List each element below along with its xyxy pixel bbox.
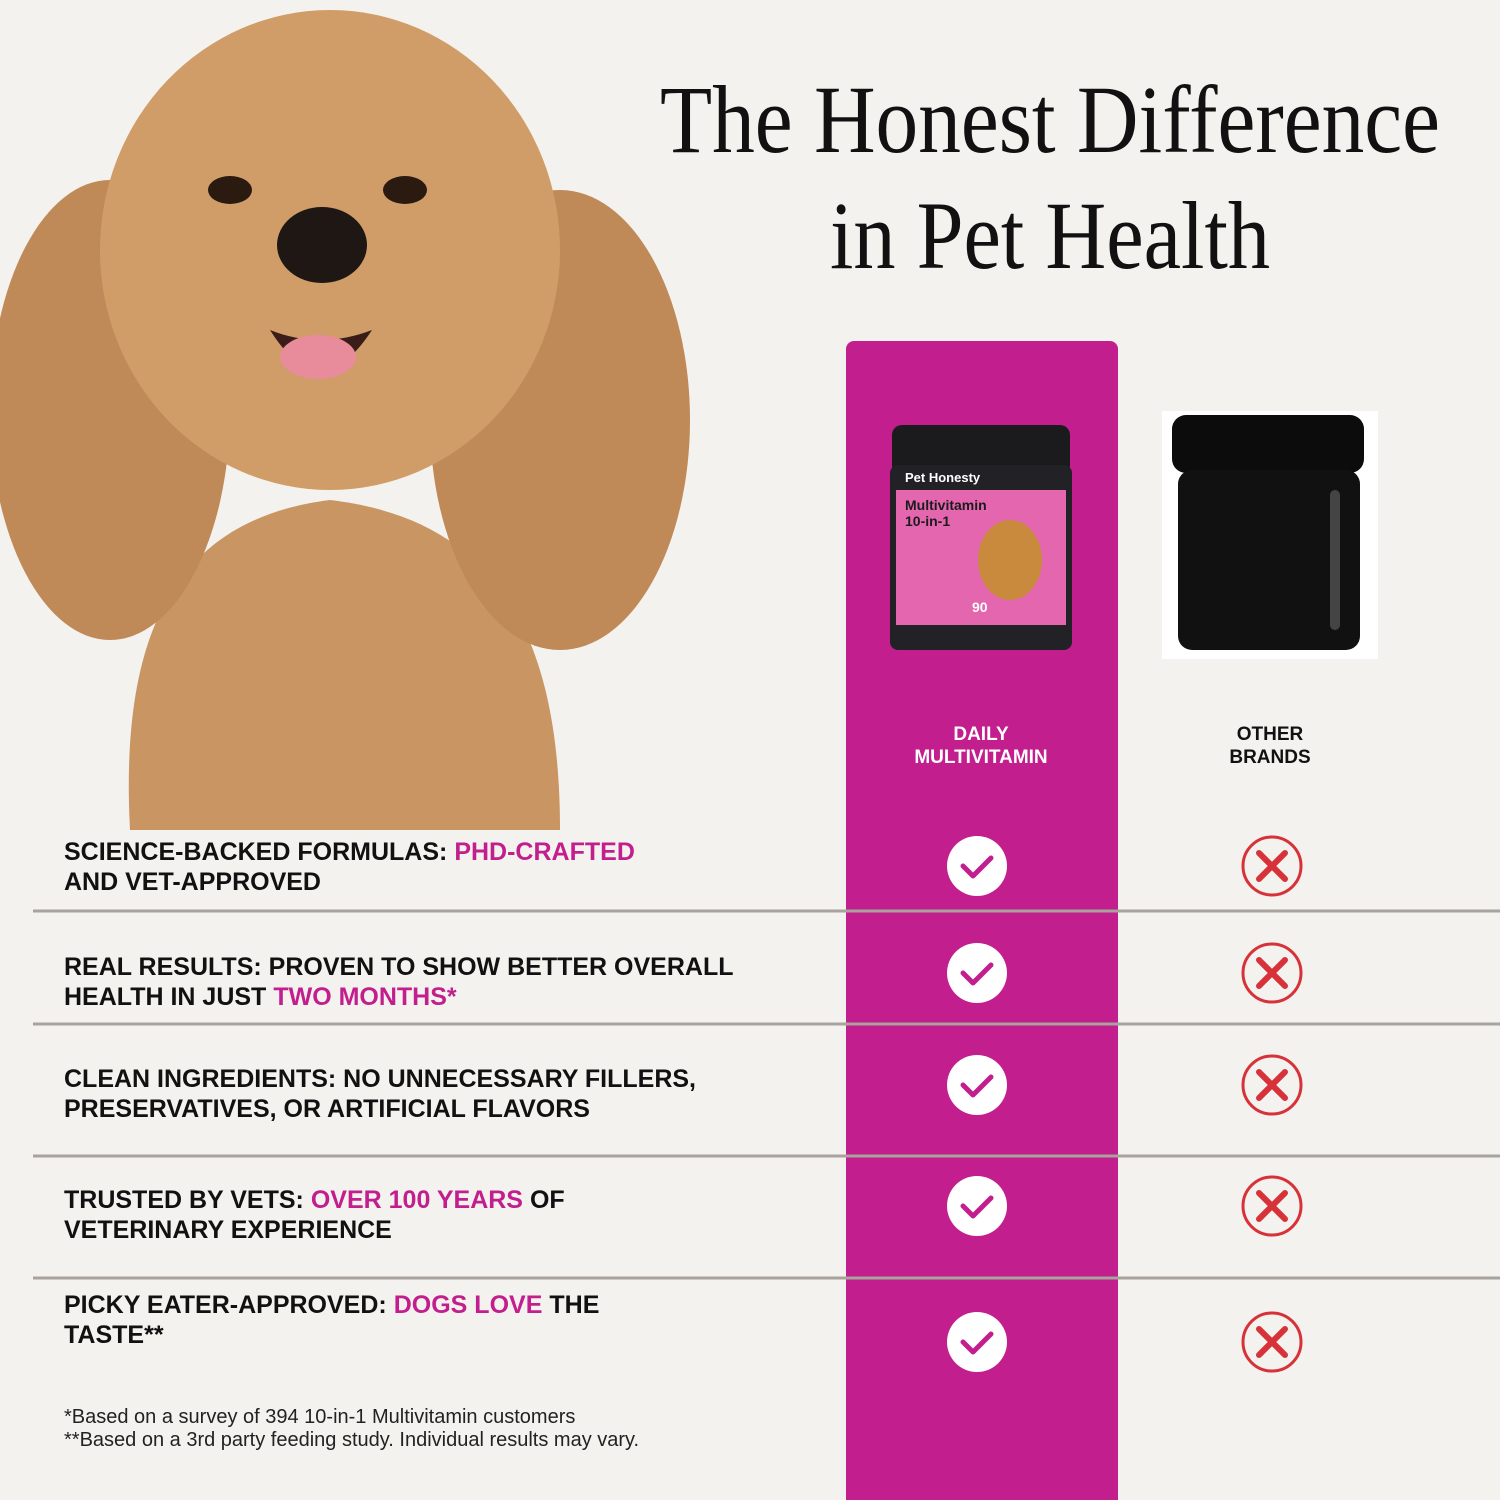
cross-mark <box>1256 1326 1288 1358</box>
row-label-part: SCIENCE-BACKED FORMULAS: <box>64 838 447 866</box>
cross-icon <box>1241 1175 1303 1237</box>
row-label: TRUSTED BY VETS: OVER 100 YEARS OF <box>64 1186 565 1214</box>
row-label-part: AND VET-APPROVED <box>64 868 321 896</box>
cross-mark <box>1256 1069 1288 1101</box>
column-header: BRANDS <box>1229 747 1310 768</box>
jar-variant: 10-in-1 <box>905 513 950 529</box>
footnote: **Based on a 3rd party feeding study. In… <box>64 1429 639 1451</box>
row-label-part: OF <box>530 1186 565 1214</box>
cross-icon <box>1241 835 1303 897</box>
cross-mark <box>1256 1190 1288 1222</box>
row-label-part: PICKY EATER-APPROVED: <box>64 1291 387 1319</box>
check-mark <box>960 1195 994 1219</box>
check-mark <box>960 1331 994 1355</box>
row-label-part: HEALTH IN JUST <box>64 983 266 1011</box>
row-label: TASTE** <box>64 1321 164 1349</box>
cross-icon <box>1241 942 1303 1004</box>
jar-count: 90 <box>972 599 988 615</box>
row-label: PRESERVATIVES, OR ARTIFICIAL FLAVORS <box>64 1095 590 1123</box>
row-label-accent: DOGS LOVE <box>394 1291 543 1319</box>
row-label-accent: TWO MONTHS* <box>273 983 457 1011</box>
cross-icon <box>1241 1311 1303 1373</box>
row-label: SCIENCE-BACKED FORMULAS: PHD-CRAFTED <box>64 838 635 866</box>
check-icon <box>947 1055 1007 1115</box>
column-header: OTHER <box>1237 724 1304 745</box>
jar-name: Multivitamin <box>905 497 987 513</box>
row-label-part: TRUSTED BY VETS: <box>64 1186 304 1214</box>
footnote: *Based on a survey of 394 10-in-1 Multiv… <box>64 1406 575 1428</box>
title: in Pet Health <box>830 182 1270 289</box>
check-icon <box>947 836 1007 896</box>
row-label: PICKY EATER-APPROVED: DOGS LOVE THE <box>64 1291 599 1319</box>
check-mark <box>960 855 994 879</box>
row-label-part: VETERINARY EXPERIENCE <box>64 1216 392 1244</box>
column-header: MULTIVITAMIN <box>914 747 1047 768</box>
other-jar <box>1162 411 1378 659</box>
row-label-part: TASTE** <box>64 1321 164 1349</box>
row-label-accent: OVER 100 YEARS <box>311 1186 523 1214</box>
row-label-part: THE <box>549 1291 599 1319</box>
title: The Honest Difference <box>660 66 1440 173</box>
cross-mark <box>1256 850 1288 882</box>
row-label-accent: PHD-CRAFTED <box>454 838 635 866</box>
row-label: CLEAN INGREDIENTS: NO UNNECESSARY FILLER… <box>64 1065 696 1093</box>
check-icon <box>947 943 1007 1003</box>
column-header: DAILY <box>953 724 1009 745</box>
row-label-part: PRESERVATIVES, OR ARTIFICIAL FLAVORS <box>64 1095 590 1123</box>
row-label-part: REAL RESULTS: PROVEN TO SHOW BETTER OVER… <box>64 953 733 981</box>
cross-icon <box>1241 1054 1303 1116</box>
row-label: HEALTH IN JUST TWO MONTHS* <box>64 983 457 1011</box>
check-icon <box>947 1176 1007 1236</box>
dog-photo <box>0 10 690 830</box>
jar-brand: Pet Honesty <box>905 470 981 485</box>
check-mark <box>960 1074 994 1098</box>
check-mark <box>960 962 994 986</box>
row-label: VETERINARY EXPERIENCE <box>64 1216 392 1244</box>
check-icon <box>947 1312 1007 1372</box>
product-jar: Pet Honesty Multivitamin 10-in-1 90 <box>890 425 1072 650</box>
row-label: REAL RESULTS: PROVEN TO SHOW BETTER OVER… <box>64 953 733 981</box>
row-label: AND VET-APPROVED <box>64 868 321 896</box>
cross-mark <box>1256 957 1288 989</box>
row-label-part: CLEAN INGREDIENTS: NO UNNECESSARY FILLER… <box>64 1065 696 1093</box>
